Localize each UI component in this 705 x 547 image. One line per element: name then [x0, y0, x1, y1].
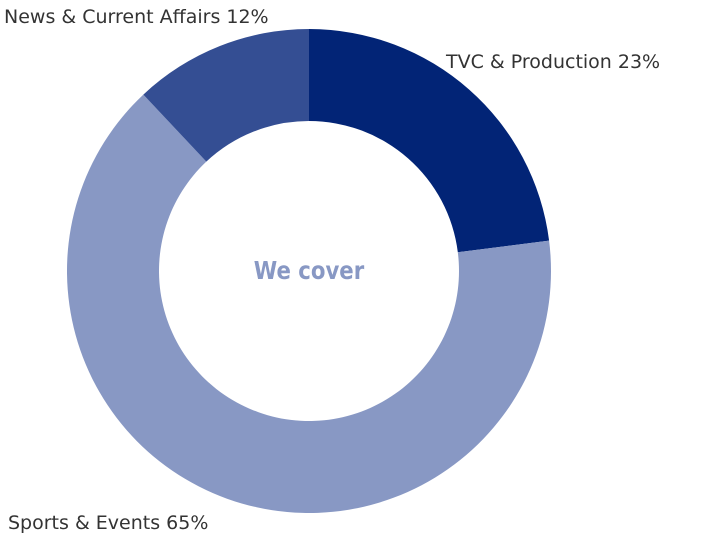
category: News & Current Affairs — [4, 6, 220, 28]
slice-label: TVC & Production 23% — [445, 51, 660, 73]
slices — [66, 29, 551, 514]
category: TVC & Production — [445, 51, 612, 73]
category: Sports & Events — [8, 512, 160, 534]
value-label: 65% — [166, 512, 208, 534]
slice-label: Sports & Events 65% — [8, 512, 208, 534]
donut-slice — [66, 94, 551, 514]
donut-slice — [143, 29, 309, 162]
value-label: 12% — [226, 6, 268, 28]
slice-label: News & Current Affairs 12% — [4, 6, 269, 28]
center-label: We cover — [254, 256, 365, 285]
value-label: 23% — [618, 51, 660, 73]
donut-slice — [309, 29, 550, 253]
